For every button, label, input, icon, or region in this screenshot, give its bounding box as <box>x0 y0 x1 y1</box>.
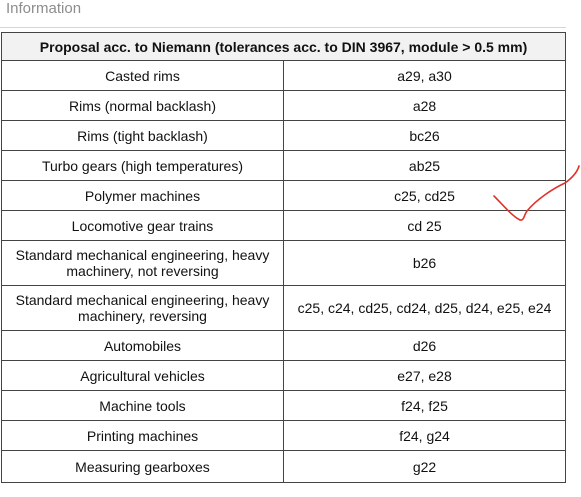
application-cell: Standard mechanical engineering, heavy m… <box>1 240 284 286</box>
tolerance-cell: a29, a30 <box>282 60 567 91</box>
table-row: Locomotive gear trains cd 25 <box>1 210 567 241</box>
tolerance-cell: bc26 <box>282 120 567 151</box>
section-title: Information <box>6 0 82 17</box>
tolerance-cell: c25, cd25 <box>282 180 567 211</box>
table-row: Measuring gearboxes g22 <box>1 450 567 483</box>
tolerance-cell: d26 <box>282 330 567 361</box>
application-cell: Rims (tight backlash) <box>1 120 284 151</box>
table-row: Polymer machines c25, cd25 <box>1 180 567 211</box>
tolerance-cell: c25, c24, cd25, cd24, d25, d24, e25, e24 <box>282 285 567 331</box>
tolerance-cell: ab25 <box>282 150 567 181</box>
table-header: Proposal acc. to Niemann (tolerances acc… <box>0 32 567 61</box>
table-row: Rims (tight backlash) bc26 <box>1 120 567 151</box>
tolerance-table: Proposal acc. to Niemann (tolerances acc… <box>0 32 567 483</box>
tolerance-cell: e27, e28 <box>282 360 567 391</box>
table-header-row: Proposal acc. to Niemann (tolerances acc… <box>0 32 567 61</box>
tolerance-cell: f24, f25 <box>282 390 567 421</box>
application-cell: Locomotive gear trains <box>1 210 284 241</box>
application-cell: Measuring gearboxes <box>1 450 284 483</box>
table-row: Casted rims a29, a30 <box>1 60 567 91</box>
application-cell: Polymer machines <box>1 180 284 211</box>
table-row: Standard mechanical engineering, heavy m… <box>1 285 567 331</box>
application-cell: Agricultural vehicles <box>1 360 284 391</box>
application-cell: Printing machines <box>1 420 284 451</box>
table-row: Turbo gears (high temperatures) ab25 <box>1 150 567 181</box>
tolerance-cell: f24, g24 <box>282 420 567 451</box>
table-row: Printing machines f24, g24 <box>1 420 567 451</box>
application-cell: Rims (normal backlash) <box>1 90 284 121</box>
application-cell: Automobiles <box>1 330 284 361</box>
table-row: Machine tools f24, f25 <box>1 390 567 421</box>
tolerance-cell: b26 <box>282 240 567 286</box>
table-row: Agricultural vehicles e27, e28 <box>1 360 567 391</box>
application-cell: Turbo gears (high temperatures) <box>1 150 284 181</box>
application-cell: Standard mechanical engineering, heavy m… <box>1 285 284 331</box>
title-divider <box>0 27 566 28</box>
table-row: Standard mechanical engineering, heavy m… <box>1 240 567 286</box>
application-cell: Machine tools <box>1 390 284 421</box>
application-cell: Casted rims <box>1 60 284 91</box>
tolerance-cell: a28 <box>282 90 567 121</box>
table-row: Rims (normal backlash) a28 <box>1 90 567 121</box>
tolerance-cell: g22 <box>282 450 567 483</box>
table-row: Automobiles d26 <box>1 330 567 361</box>
tolerance-cell: cd 25 <box>282 210 567 241</box>
